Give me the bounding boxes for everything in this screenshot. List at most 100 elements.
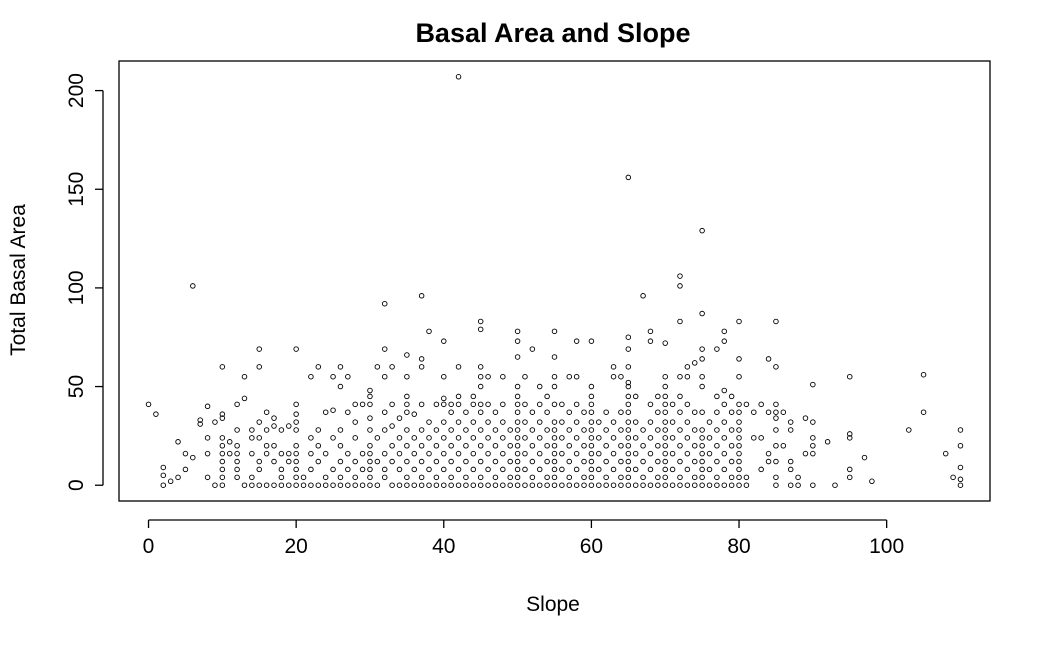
data-point [514,474,521,481]
data-point [736,373,742,380]
data-point [300,482,307,488]
data-point [662,466,668,473]
data-point [625,409,632,415]
data-point [455,482,462,488]
data-point [773,427,779,433]
data-point [699,310,705,317]
data-point [847,373,853,380]
data-point [832,482,838,488]
data-point [374,458,381,465]
data-point [249,427,255,433]
data-point [751,435,757,441]
data-point [219,443,226,449]
data-point [573,338,580,344]
data-point [655,458,661,465]
data-point [500,401,506,408]
data-point [573,401,580,408]
data-point [684,466,691,473]
data-point [448,482,454,488]
data-point [330,407,336,413]
data-point [647,450,654,457]
data-point [448,401,454,408]
data-point [322,409,329,415]
data-point [662,458,668,465]
data-point [204,450,211,457]
data-point [418,482,425,488]
data-point [669,450,676,457]
data-point [699,482,705,488]
data-point [536,450,543,457]
data-point [773,401,779,408]
data-point [433,482,440,488]
data-point [293,427,299,433]
data-point [514,458,521,465]
data-point [640,443,646,449]
data-point [743,401,750,408]
data-point [278,482,285,488]
data-point [337,427,344,433]
data-point [603,482,609,488]
data-point [706,450,713,457]
data-point [367,393,373,400]
data-point [566,373,573,380]
data-point [655,409,661,415]
data-point [625,427,632,433]
data-point [226,439,233,445]
data-point [596,466,602,473]
data-point [507,458,513,465]
data-point [396,435,403,441]
data-point [522,482,528,488]
data-point [647,338,654,344]
data-point [588,458,595,465]
data-point [736,427,742,433]
data-point [743,482,750,488]
data-point [559,450,565,457]
data-point [728,393,735,400]
data-point [618,443,624,449]
data-point [573,466,580,473]
data-point [736,443,742,449]
data-point [669,401,676,408]
data-point [647,435,654,441]
data-point [699,383,705,390]
data-point [625,466,632,473]
data-point [463,482,469,488]
data-point [721,482,728,488]
data-point [559,435,565,441]
data-point [330,466,336,473]
data-point [588,466,595,473]
data-point [175,474,181,481]
y-tick-label: 100 [65,270,88,305]
data-point [736,458,742,465]
data-point [706,435,713,441]
data-point [507,482,513,488]
data-point [655,474,661,481]
data-point [795,482,801,488]
data-point [632,435,639,441]
data-point [271,443,277,449]
data-point [396,450,403,457]
data-point [655,393,661,400]
data-point [455,466,462,473]
data-point [514,354,521,360]
data-point [551,354,558,360]
data-point [529,482,536,488]
data-point [514,427,521,433]
data-point [485,373,491,380]
data-point [367,443,373,449]
data-point [197,417,203,423]
data-point [455,393,462,400]
data-point [507,474,513,481]
data-point [477,409,484,415]
data-point [714,482,720,488]
data-point [869,478,875,485]
data-point [736,419,742,425]
data-point [581,482,587,488]
data-point [529,427,536,433]
data-point [389,364,395,370]
data-point [352,458,358,465]
data-point [204,403,211,410]
data-point [957,464,964,471]
data-point [411,482,418,488]
data-point [433,458,440,465]
